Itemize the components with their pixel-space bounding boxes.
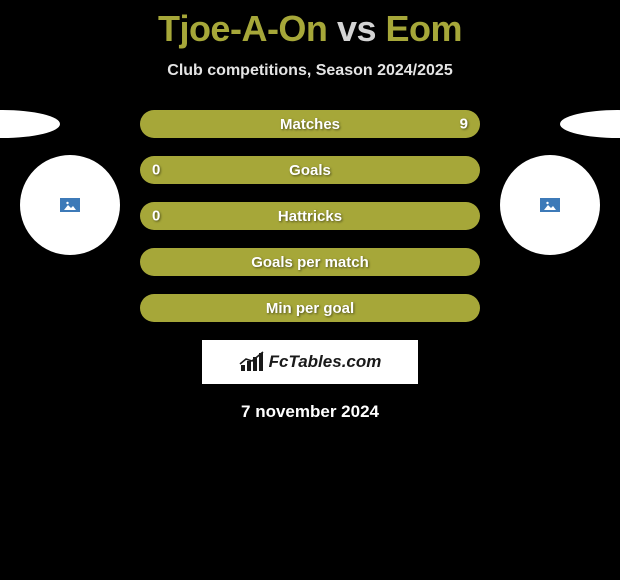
left-player-badge <box>20 155 120 255</box>
stat-row-goals: 0 Goals <box>140 156 480 184</box>
date-label: 7 november 2024 <box>0 402 620 422</box>
stat-rows: Matches 9 0 Goals 0 Hattricks Goals per … <box>140 110 480 322</box>
stat-row-hattricks: 0 Hattricks <box>140 202 480 230</box>
stat-label: Goals per match <box>251 254 369 271</box>
right-player-badge <box>500 155 600 255</box>
stat-row-goals-per-match: Goals per match <box>140 248 480 276</box>
brand-chart-icon <box>239 351 265 373</box>
stat-row-min-per-goal: Min per goal <box>140 294 480 322</box>
brand-box: FcTables.com <box>202 340 418 384</box>
page-title: Tjoe-A-On vs Eom <box>0 0 620 50</box>
stat-label: Hattricks <box>278 208 342 225</box>
stat-right-value: 9 <box>460 116 468 133</box>
right-ellipse-decoration <box>560 110 620 138</box>
brand-text: FcTables.com <box>269 352 382 372</box>
stat-label: Min per goal <box>266 300 354 317</box>
image-placeholder-icon <box>60 198 80 212</box>
stat-left-value: 0 <box>152 208 160 225</box>
comparison-area: Matches 9 0 Goals 0 Hattricks Goals per … <box>0 110 620 422</box>
stat-label: Matches <box>280 116 340 133</box>
title-player2: Eom <box>386 8 463 49</box>
stat-row-matches: Matches 9 <box>140 110 480 138</box>
title-vs: vs <box>337 8 376 49</box>
title-player1: Tjoe-A-On <box>158 8 327 49</box>
image-placeholder-icon <box>540 198 560 212</box>
subtitle: Club competitions, Season 2024/2025 <box>0 62 620 80</box>
stat-label: Goals <box>289 162 331 179</box>
left-ellipse-decoration <box>0 110 60 138</box>
stat-left-value: 0 <box>152 162 160 179</box>
